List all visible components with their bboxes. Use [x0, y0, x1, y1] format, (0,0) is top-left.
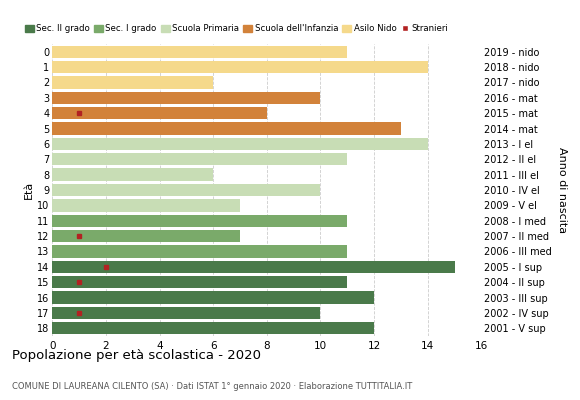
Bar — [52, 322, 374, 334]
Bar — [52, 153, 347, 166]
Bar — [52, 199, 240, 212]
Bar — [52, 261, 455, 273]
Bar — [52, 307, 320, 319]
Y-axis label: Anno di nascita: Anno di nascita — [557, 147, 567, 233]
Bar — [52, 168, 213, 181]
Bar — [52, 230, 240, 242]
Bar — [52, 76, 213, 88]
Bar — [52, 122, 401, 135]
Bar — [52, 292, 374, 304]
Bar — [52, 138, 428, 150]
Bar — [52, 107, 267, 119]
Bar — [52, 92, 320, 104]
Bar — [52, 214, 347, 227]
Bar — [52, 184, 320, 196]
Bar — [52, 245, 347, 258]
Text: COMUNE DI LAUREANA CILENTO (SA) · Dati ISTAT 1° gennaio 2020 · Elaborazione TUTT: COMUNE DI LAUREANA CILENTO (SA) · Dati I… — [12, 382, 412, 391]
Bar — [52, 276, 347, 288]
Text: Popolazione per età scolastica - 2020: Popolazione per età scolastica - 2020 — [12, 349, 260, 362]
Bar — [52, 46, 347, 58]
Bar — [52, 61, 428, 73]
Y-axis label: Età: Età — [24, 181, 34, 199]
Legend: Sec. II grado, Sec. I grado, Scuola Primaria, Scuola dell'Infanzia, Asilo Nido, : Sec. II grado, Sec. I grado, Scuola Prim… — [21, 21, 452, 37]
